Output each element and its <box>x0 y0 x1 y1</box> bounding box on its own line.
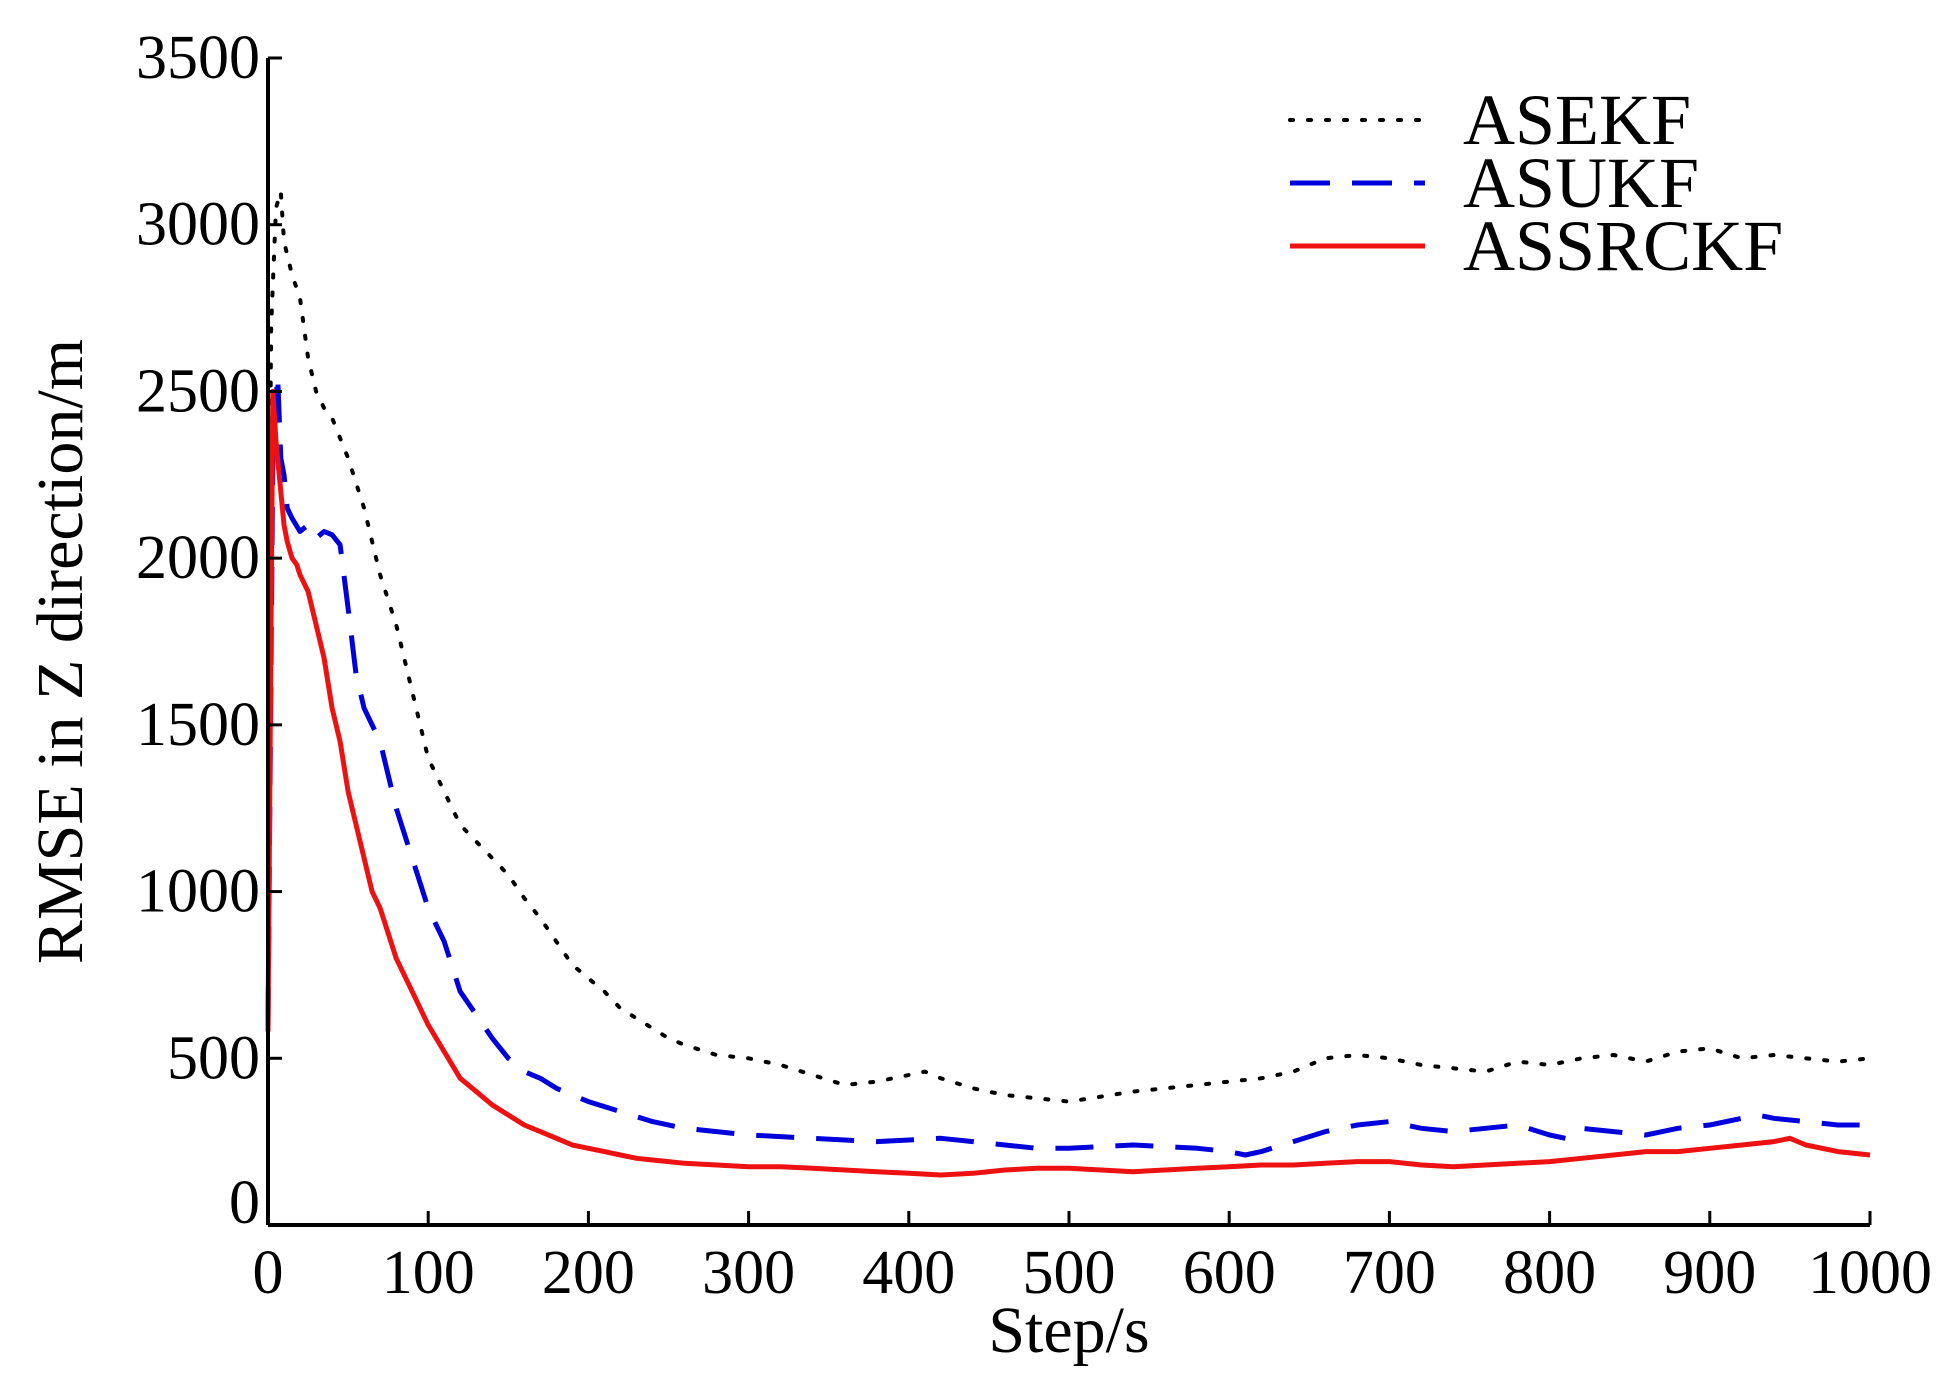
y-tick-label: 1500 <box>136 691 260 759</box>
y-axis-title: RMSE in Z direction/m <box>24 339 97 964</box>
x-tick-label: 300 <box>702 1239 795 1307</box>
series-line-assrckf <box>265 388 1871 1178</box>
x-ticks: 0 100 200 300 400 500 600 700 800 900 1000 <box>253 1211 1932 1307</box>
y-tick-label: 1000 <box>136 858 260 926</box>
x-tick-label: 600 <box>1183 1239 1276 1307</box>
y-tick-label: 2500 <box>136 357 260 425</box>
x-tick-label: 800 <box>1503 1239 1596 1307</box>
x-tick-label: 400 <box>862 1239 955 1307</box>
legend-label: ASEKF <box>1463 80 1691 160</box>
x-tick-label: 500 <box>1023 1239 1116 1307</box>
y-ticks: 0 500 1000 1500 2000 2500 3000 3500 <box>136 24 282 1237</box>
x-tick-label: 700 <box>1343 1239 1436 1307</box>
x-tick-label: 100 <box>382 1239 475 1307</box>
x-tick-label: 1000 <box>1808 1239 1932 1307</box>
x-tick-label: 200 <box>542 1239 635 1307</box>
legend-label: ASSRCKF <box>1463 206 1783 286</box>
y-tick-label: 3500 <box>136 24 260 92</box>
y-tick-label: 500 <box>167 1024 260 1092</box>
y-tick-label: 2000 <box>136 524 260 592</box>
x-tick-label: 900 <box>1663 1239 1756 1307</box>
x-tick-label: 0 <box>253 1239 284 1307</box>
series-line-asukf <box>265 372 1870 1158</box>
series-line-asekf <box>266 189 1872 1104</box>
series-layer <box>265 189 1872 1178</box>
y-tick-label: 3000 <box>136 191 260 259</box>
x-axis-title: Step/s <box>988 1294 1149 1367</box>
legend-label: ASUKF <box>1463 143 1699 223</box>
y-tick-label: 0 <box>229 1169 260 1237</box>
